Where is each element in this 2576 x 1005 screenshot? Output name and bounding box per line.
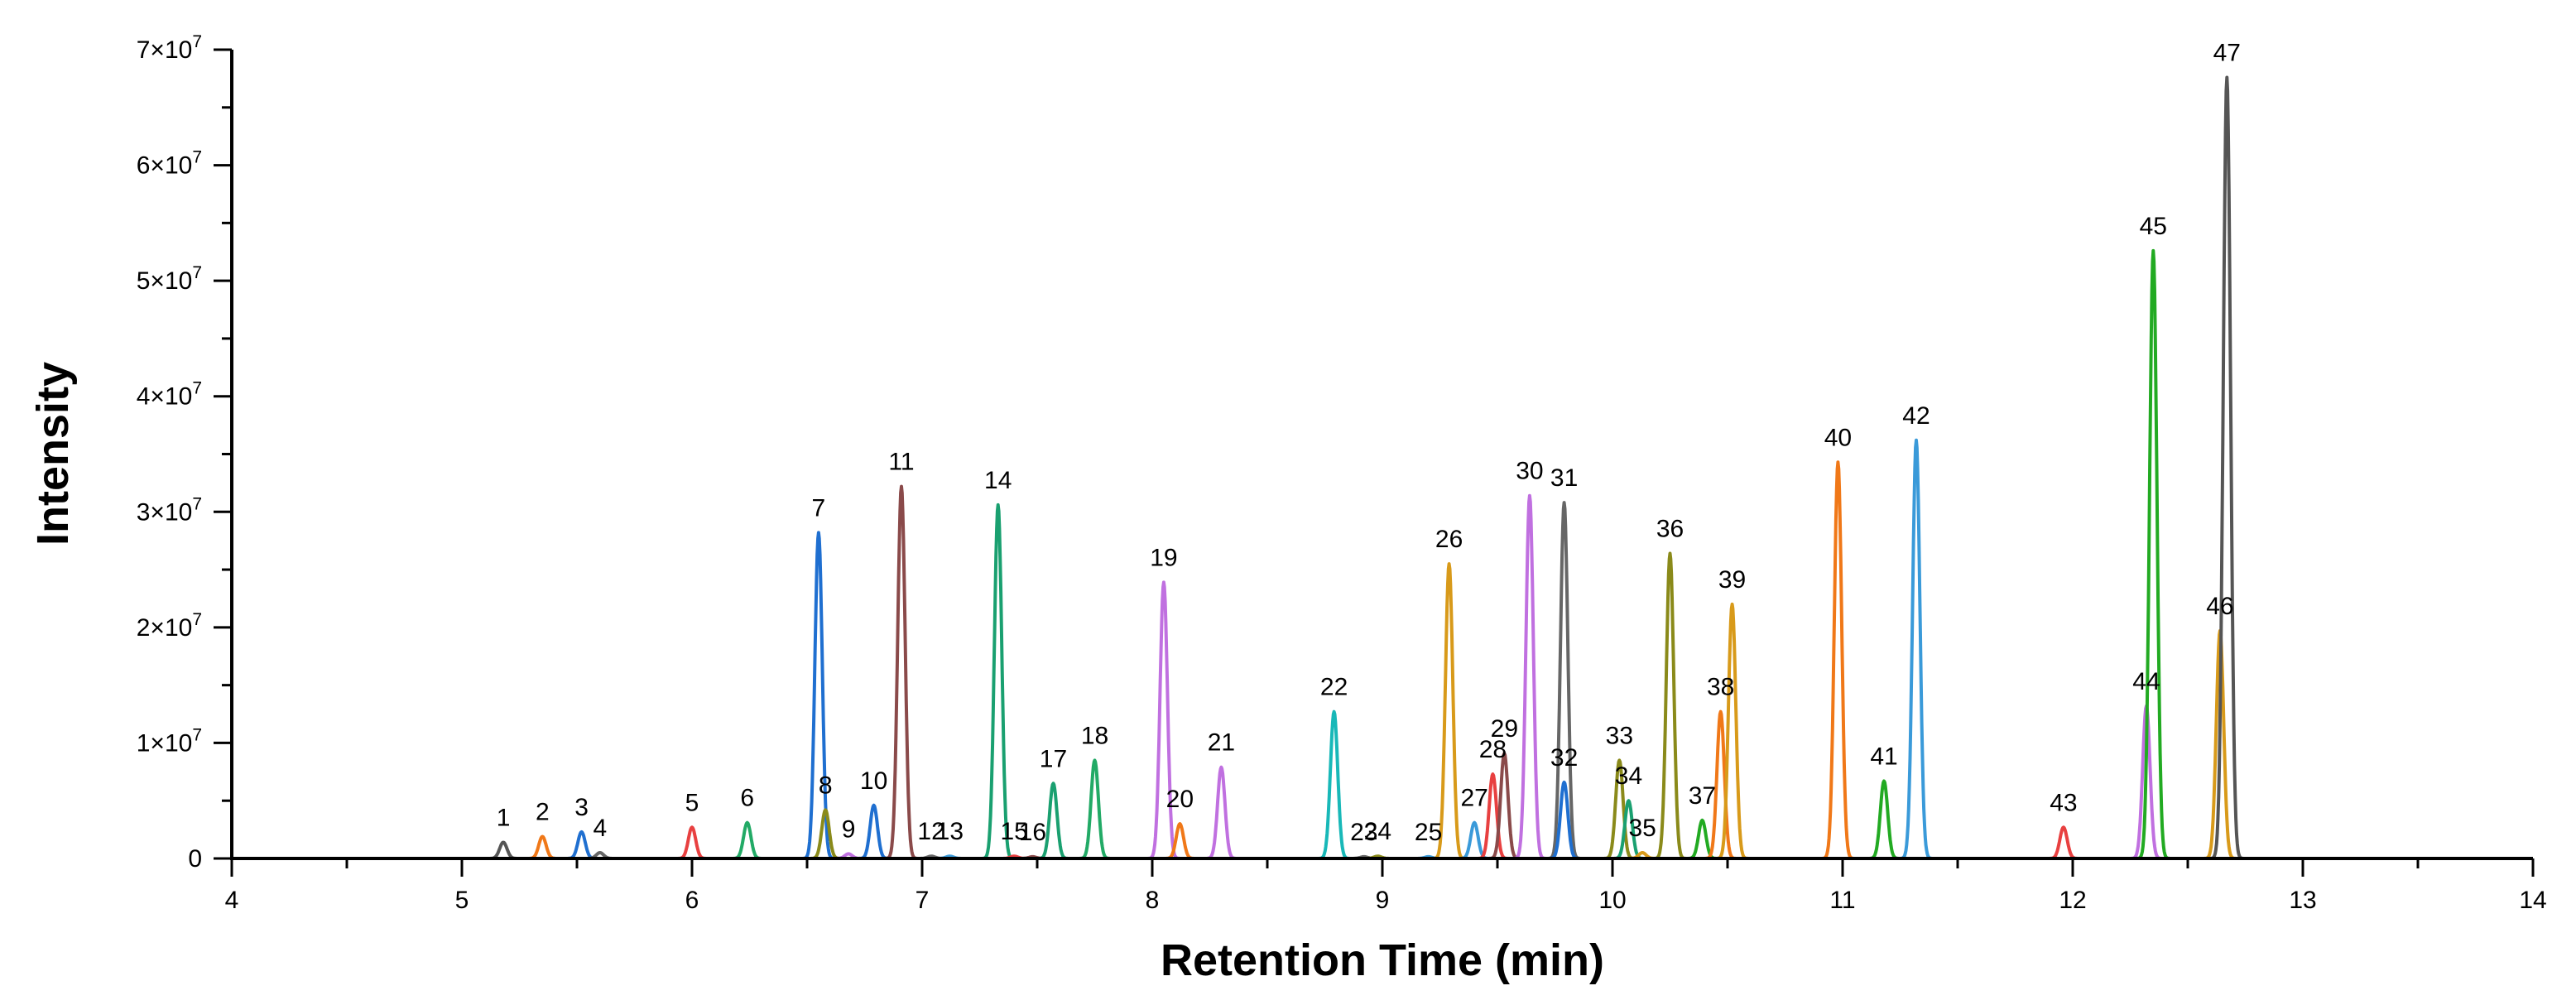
x-tick-label-13: 13 [2289,887,2316,914]
peak-label-22: 22 [1320,674,1348,701]
peak-label-9: 9 [842,815,856,843]
peak-label-14: 14 [984,467,1012,494]
peak-label-30: 30 [1516,458,1543,485]
y-axis-title: Intensity [28,362,78,546]
peak-label-20: 20 [1166,786,1194,813]
peak-label-32: 32 [1550,744,1578,772]
y-tick-label-6: 6×107 [137,148,202,180]
peak-label-31: 31 [1550,464,1578,492]
peak-label-5: 5 [685,789,699,816]
peak-label-13: 13 [936,818,964,845]
peak-label-8: 8 [819,772,833,799]
peak-label-24: 24 [1364,818,1391,845]
peak-label-1: 1 [497,804,511,831]
peak-30-trace [1507,493,1552,860]
peak-label-43: 43 [2050,789,2077,816]
peak-32-trace [1542,780,1586,860]
peak-label-3: 3 [574,794,589,821]
x-tick-label-12: 12 [2059,887,2086,914]
peak-label-42: 42 [1902,402,1930,430]
peak-label-38: 38 [1707,674,1734,701]
peak-label-16: 16 [1019,819,1046,846]
y-tick-label-7: 7×107 [137,32,202,64]
peak-label-47: 47 [2213,39,2241,66]
peak-26-trace [1427,562,1471,860]
peak-label-21: 21 [1208,729,1235,757]
peak-label-41: 41 [1870,743,1897,770]
x-tick-label-4: 4 [225,887,239,914]
peak-21-trace [1199,765,1243,860]
peak-label-19: 19 [1150,544,1177,571]
peak-label-28: 28 [1479,736,1507,763]
x-axis-ticks: 4 5 6 7 8 9 10 11 12 13 14 [225,858,2547,914]
peak-11-trace [879,484,924,860]
peak-label-18: 18 [1081,722,1108,749]
peak-31-trace [1542,501,1586,860]
peak-20-trace [1158,822,1202,860]
peak-label-2: 2 [536,798,550,825]
y-tick-label-5: 5×107 [137,263,202,295]
x-tick-label-5: 5 [455,887,469,914]
x-tick-label-10: 10 [1598,887,1626,914]
peak-47-trace [2205,75,2249,860]
x-tick-label-8: 8 [1146,887,1160,914]
peak-label-11: 11 [888,449,914,476]
peak-42-trace [1894,438,1939,860]
peak-18-trace [1073,758,1117,860]
peak-label-10: 10 [860,767,887,795]
peak-label-7: 7 [812,494,826,522]
y-axis-ticks: 0 1×107 2×107 3×107 4×107 5×107 6×107 7×107 [137,32,232,873]
peak-2-trace [521,834,565,860]
peak-label-23: 23 [1350,819,1377,846]
peak-40-trace [1816,460,1860,860]
peak-45-trace [2131,248,2175,860]
x-tick-label-7: 7 [916,887,930,914]
peak-label-27: 27 [1461,785,1488,812]
peak-label-39: 39 [1718,566,1746,594]
y-tick-label-1: 1×107 [137,725,202,757]
peak-label-17: 17 [1040,745,1067,772]
y-tick-label-3: 3×107 [137,494,202,526]
peak-label-34: 34 [1615,762,1642,790]
peak-label-25: 25 [1415,819,1442,846]
peak-7-trace [796,531,841,860]
y-tick-label-4: 4×107 [137,379,202,411]
x-tick-label-6: 6 [685,887,699,914]
peak-label-40: 40 [1824,424,1852,451]
x-axis-title: Retention Time (min) [1161,935,1604,985]
peak-36-trace [1648,551,1692,860]
peak-6-trace [725,820,769,860]
peak-label-6: 6 [740,785,754,812]
peak-5-trace [670,825,714,860]
peak-label-12: 12 [917,818,944,845]
chromatogram-traces [481,75,2249,860]
x-tick-label-9: 9 [1376,887,1390,914]
peak-43-trace [2041,825,2086,860]
peak-label-45: 45 [2140,213,2167,240]
peak-label-29: 29 [1491,715,1518,743]
peak-label-15: 15 [1001,818,1028,845]
x-tick-label-14: 14 [2519,887,2546,914]
peak-label-26: 26 [1435,526,1463,553]
peak-label-36: 36 [1656,516,1684,543]
x-tick-label-11: 11 [1829,887,1855,914]
peak-label-4: 4 [593,815,607,842]
peak-10-trace [852,803,896,860]
peak-19-trace [1141,580,1186,860]
y-tick-label-0: 0 [188,845,202,873]
peak-41-trace [1862,779,1906,860]
peak-label-35: 35 [1628,815,1656,842]
peak-label-33: 33 [1606,722,1633,749]
y-tick-label-2: 2×107 [137,610,202,642]
peak-1-trace [481,840,526,860]
chart-axes [230,50,2533,860]
peak-14-trace [976,502,1020,860]
peak-label-46: 46 [2206,593,2233,620]
peak-label-44: 44 [2132,668,2160,695]
peak-37-trace [1680,818,1724,860]
peak-22-trace [1312,709,1356,860]
peak-label-37: 37 [1689,782,1716,810]
